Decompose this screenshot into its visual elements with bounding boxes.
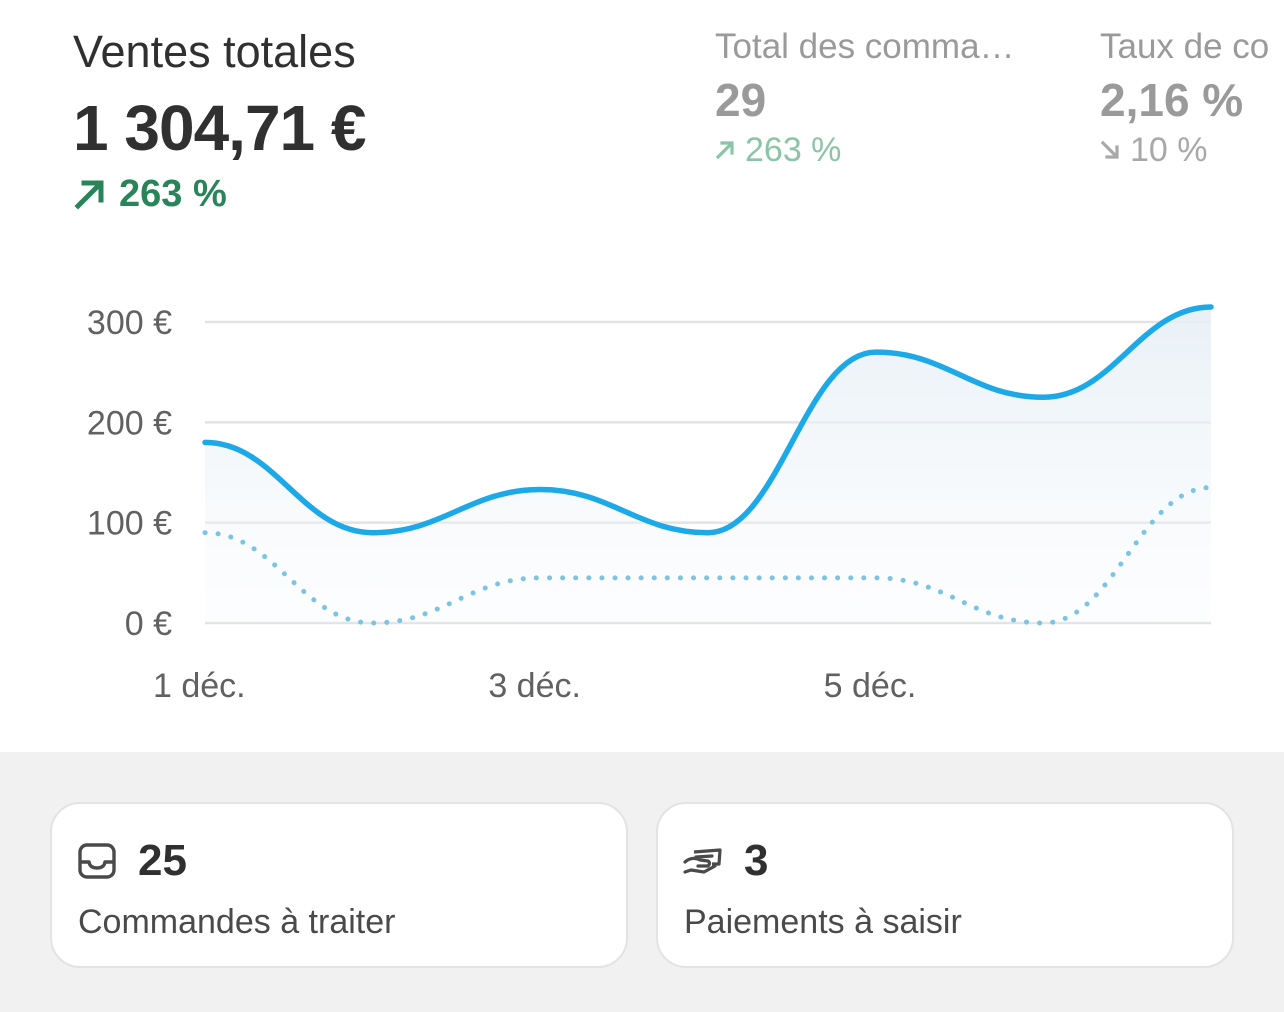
payments-to-capture-count: 3 (744, 836, 769, 885)
total-orders-delta-value: 263 % (745, 131, 842, 169)
y-tick-label: 0 € (125, 605, 172, 643)
conversion-rate-label: Taux de co (1100, 27, 1270, 66)
payments-to-capture-card[interactable]: 3 Paiements à saisir (656, 802, 1234, 968)
conversion-rate-delta-value: 10 % (1130, 131, 1208, 169)
conversion-rate-value: 2,16 % (1100, 74, 1244, 126)
y-tick-label: 100 € (87, 505, 172, 543)
arrow-up-right-icon (715, 141, 734, 160)
total-sales-value: 1 304,71 € (73, 92, 366, 164)
y-tick-label: 200 € (87, 404, 172, 442)
x-tick-label: 3 déc. (488, 667, 581, 705)
conversion-rate-metric[interactable]: Taux de co 2,16 % 10 % (1100, 26, 1269, 170)
total-sales-delta-value: 263 % (119, 173, 227, 215)
sales-line-chart[interactable]: 0 € 100 € 200 € 300 € 1 déc. 3 déc. 5 déc. (0, 0, 1284, 752)
sales-series-line (202, 304, 1214, 536)
payment-hand-icon (683, 848, 722, 874)
total-sales-metric[interactable]: Ventes totales 1 304,71 € 263 % (73, 26, 366, 216)
orders-to-process-count: 25 (138, 836, 187, 885)
sales-area-fill (205, 306, 1211, 623)
total-orders-delta: 263 % (715, 130, 1015, 170)
comparison-series-line (202, 485, 1214, 626)
y-tick-label: 300 € (87, 304, 172, 342)
orders-to-process-label: Commandes à traiter (78, 903, 396, 941)
conversion-rate-delta: 10 % (1100, 130, 1269, 170)
payments-to-capture-label: Paiements à saisir (684, 903, 962, 941)
total-orders-label: Total des comma… (715, 27, 1015, 66)
x-tick-label: 1 déc. (153, 667, 246, 705)
total-orders-value: 29 (715, 74, 767, 126)
arrow-up-right-icon (74, 180, 104, 210)
sales-overview-panel: Ventes totales 1 304,71 € 263 % Total de… (0, 0, 1284, 752)
arrow-down-right-icon (1100, 140, 1119, 159)
total-sales-delta: 263 % (73, 172, 366, 216)
tasks-section: 25 Commandes à traiter 3 Paiements à sai… (0, 752, 1284, 1012)
x-tick-label: 5 déc. (824, 667, 917, 705)
orders-to-process-card[interactable]: 25 Commandes à traiter (50, 802, 628, 968)
inbox-icon (78, 843, 116, 879)
total-orders-metric[interactable]: Total des comma… 29 263 % (715, 26, 1015, 170)
total-sales-label: Ventes totales (73, 26, 356, 77)
